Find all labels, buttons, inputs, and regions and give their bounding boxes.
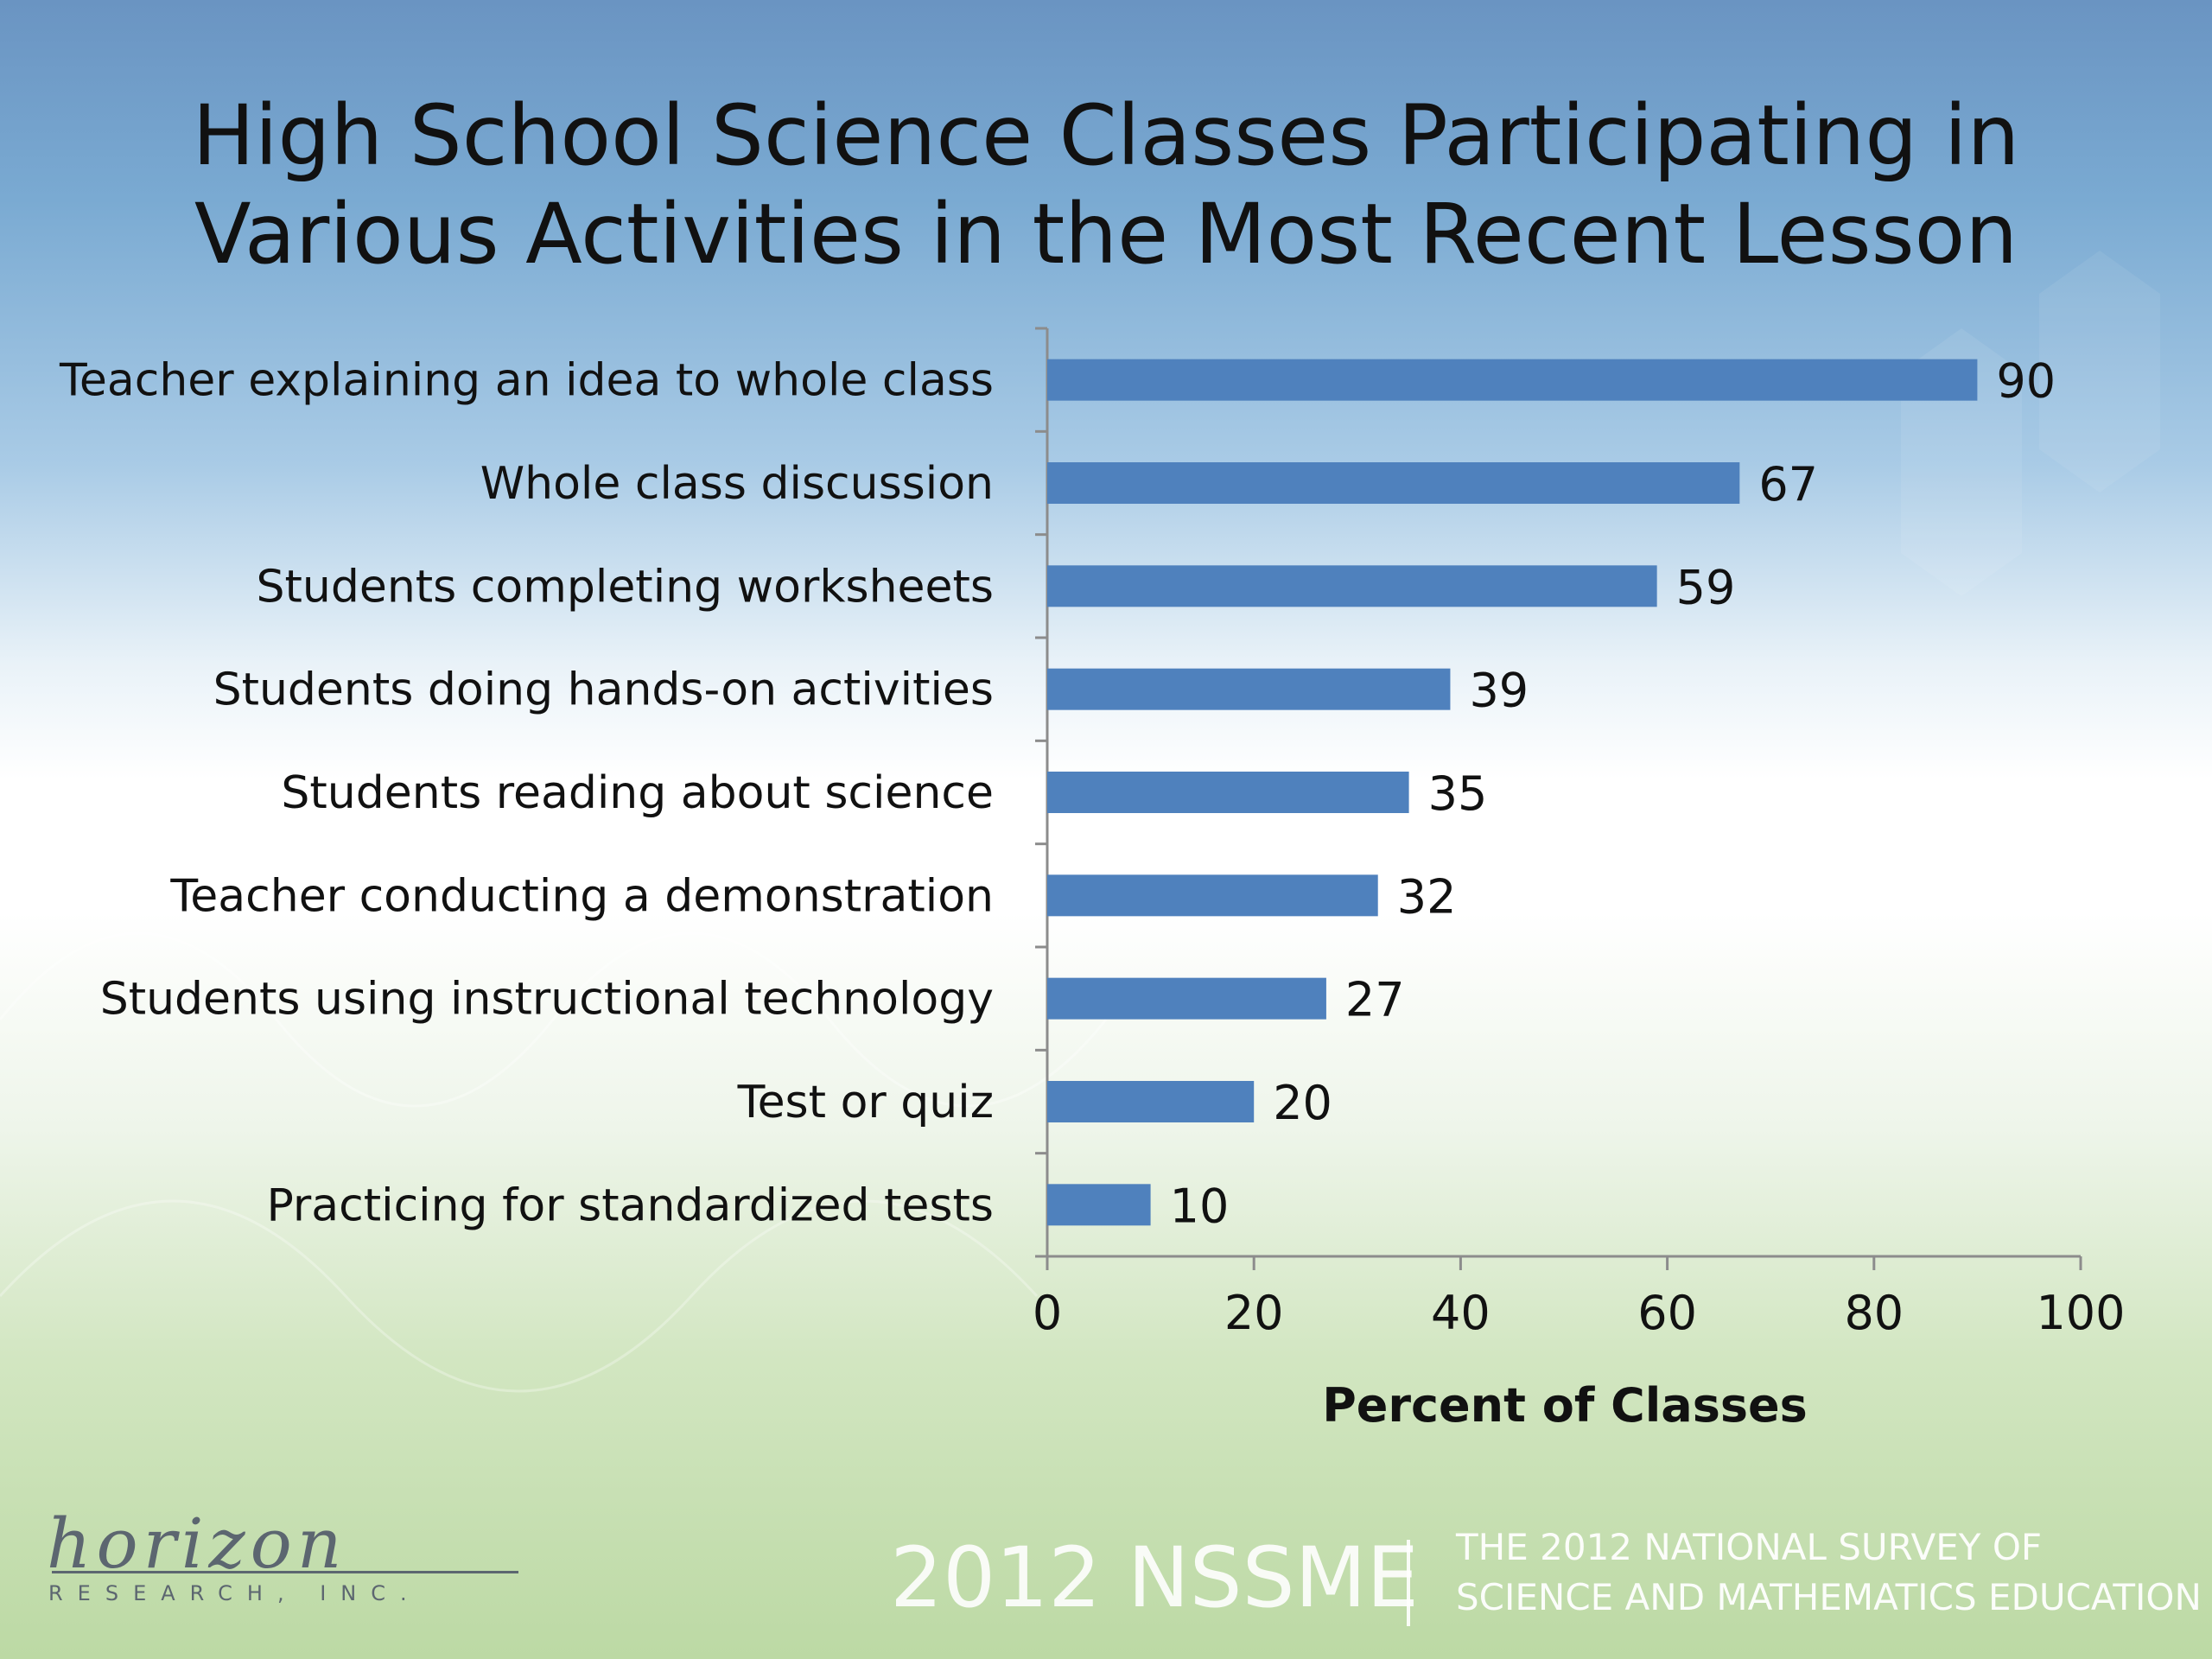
x-tick-labels: 0 20 40 60 80 100 (1033, 1286, 2126, 1340)
x-tick-label: 100 (2036, 1286, 2125, 1340)
survey-full-name-line-2: SCIENCE AND MATHEMATICS EDUCATION (1456, 1576, 2202, 1618)
bar (1047, 977, 1326, 1020)
x-tick-label: 0 (1033, 1286, 1062, 1340)
x-tick-label: 20 (1224, 1286, 1284, 1340)
category-label: Students completing worksheets (256, 561, 994, 613)
bar (1047, 359, 1978, 401)
logo-script-text: horizon (47, 1503, 347, 1584)
x-tick-label: 40 (1431, 1286, 1491, 1340)
category-labels: Teacher explaining an idea to whole clas… (59, 355, 994, 1232)
bar (1047, 668, 1451, 710)
bar (1047, 462, 1740, 504)
category-label: Whole class discussion (480, 458, 994, 510)
category-label: Students doing hands-on activities (213, 664, 994, 716)
value-label: 10 (1170, 1179, 1230, 1233)
bar (1047, 874, 1378, 917)
x-tick-label: 60 (1637, 1286, 1697, 1340)
chart-title-line-1: High School Science Classes Participatin… (192, 87, 2020, 184)
logo-underline (52, 1571, 518, 1573)
x-tick-label: 80 (1844, 1286, 1904, 1340)
survey-full-name: THE 2012 NATIONAL SURVEY OF SCIENCE AND … (1456, 1522, 2202, 1623)
value-label: 90 (1996, 354, 2056, 409)
category-label: Practicing for standardized tests (266, 1179, 994, 1231)
survey-full-name-line-1: THE 2012 NATIONAL SURVEY OF (1456, 1526, 2043, 1568)
x-axis-title: Percent of Classes (1322, 1378, 1808, 1433)
survey-name: 2012 NSSME (890, 1529, 1419, 1626)
bar (1047, 1081, 1255, 1122)
value-label: 32 (1397, 869, 1457, 924)
horizon-research-logo: horizon RESEARCH, INC. (43, 1503, 527, 1633)
chart-title: High School Science Classes Participatin… (0, 86, 2212, 283)
value-label: 20 (1273, 1076, 1332, 1130)
value-label: 27 (1345, 973, 1405, 1027)
value-label: 67 (1758, 457, 1818, 512)
category-label: Teacher explaining an idea to whole clas… (59, 355, 994, 407)
bar (1047, 1184, 1151, 1226)
value-label: 59 (1676, 560, 1736, 614)
footer-divider (1407, 1540, 1410, 1626)
category-label: Students using instructional technology (100, 974, 994, 1026)
category-label: Teacher conducting a demonstration (169, 870, 994, 922)
bar (1047, 772, 1409, 813)
chart-title-line-2: Various Activities in the Most Recent Le… (194, 186, 2018, 283)
chart-bars (1047, 359, 1978, 1226)
value-label: 39 (1469, 664, 1529, 718)
value-label: 35 (1428, 766, 1488, 821)
logo-subtitle: RESEARCH, INC. (48, 1581, 422, 1605)
bar (1047, 565, 1657, 607)
category-label: Test or quiz (737, 1077, 994, 1128)
category-label: Students reading about science (281, 767, 994, 819)
